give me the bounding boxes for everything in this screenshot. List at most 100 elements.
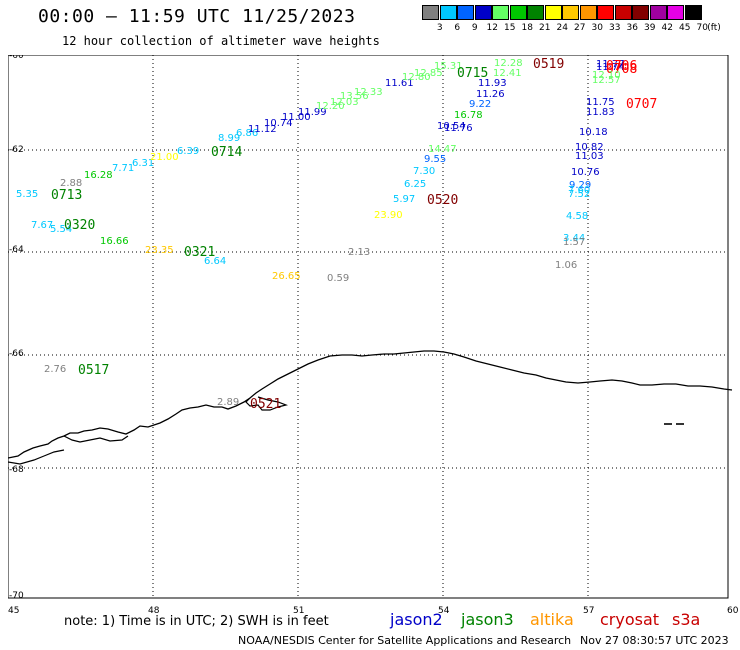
wave-height-value: 11.61 <box>385 78 414 89</box>
generated-timestamp: Nov 27 08:30:57 UTC 2023 <box>580 634 729 647</box>
wave-height-value: 7.52 <box>568 189 590 200</box>
wave-height-value: 0.59 <box>327 273 349 284</box>
wave-height-value: 11.93 <box>478 78 507 89</box>
wave-height-map: -60 -62 -64 -66 -68 -70 45 48 51 54 57 60 2.88 5.35 0… <box>8 55 739 615</box>
satellite-s3a: s3a <box>672 610 701 629</box>
wave-height-value: 10.76 <box>571 167 600 178</box>
latitude-label: -68 <box>9 465 24 475</box>
coastline-bay <box>245 396 289 411</box>
satellite-jason2: jason2 <box>390 610 443 629</box>
wave-height-value: 1.57 <box>563 237 585 248</box>
coastline-segment <box>8 350 733 459</box>
wave-height-value: 16.28 <box>84 170 113 181</box>
legend-label: 27 <box>574 23 586 33</box>
graticule <box>8 55 728 598</box>
wave-height-value: 11.03 <box>575 151 604 162</box>
legend-label: 30 <box>591 23 603 33</box>
legend-label: 33 <box>609 23 621 33</box>
wave-height-value: 7.30 <box>413 166 435 177</box>
latitude-label: -70 <box>9 591 24 601</box>
legend-swatch <box>492 5 509 20</box>
wave-height-value: 21.00 <box>150 152 179 163</box>
legend-swatch <box>632 5 649 20</box>
wave-height-value: 6.39 <box>177 146 199 157</box>
wave-height-value: 2.13 <box>348 247 370 258</box>
legend-label: 18 <box>521 23 533 33</box>
legend-swatch <box>684 5 702 20</box>
legend-label: 3 <box>436 23 443 33</box>
wave-height-value: 11.75 <box>586 97 615 108</box>
wave-height-value: 3.44 <box>563 233 585 244</box>
wave-height-value: 6.86 <box>236 128 258 139</box>
wave-height-value: 12.80 <box>402 72 431 83</box>
longitude-label: 48 <box>148 606 160 615</box>
legend-label: 39 <box>644 23 656 33</box>
satellite-jason3: jason3 <box>461 610 514 629</box>
wave-height-value: 11.74 <box>596 62 625 73</box>
legend-swatch <box>562 5 579 20</box>
wave-height-value: 11.83 <box>586 107 615 118</box>
legend-label: 15 <box>504 23 516 33</box>
latitude-label: -64 <box>9 245 24 255</box>
wave-height-value: 23.90 <box>374 210 403 221</box>
wave-height-value: 11.26 <box>476 89 505 100</box>
wave-height-value: 6.64 <box>204 256 226 267</box>
wave-height-value: 11.77 <box>596 59 625 70</box>
wave-height-value: 10.74 <box>264 118 293 129</box>
credit-line: NOAA/NESDIS Center for Satellite Applica… <box>238 634 572 647</box>
pass-time-label: 0713 <box>51 188 82 203</box>
wave-height-value: 8.99 <box>218 133 240 144</box>
wave-height-value: 11.00 <box>282 112 311 123</box>
wave-height-value: 12.03 <box>330 97 359 108</box>
wave-height-value: 16.78 <box>454 110 483 121</box>
coastline-segment <box>8 449 65 465</box>
wave-height-value: 7.60 <box>568 185 590 196</box>
satellite-cryosat: cryosat <box>600 610 660 629</box>
wave-height-value: 23.35 <box>145 245 174 256</box>
legend-swatch <box>527 5 544 20</box>
axis-labels: -60 -62 -64 -66 -68 -70 45 48 51 54 57 60 <box>8 55 739 615</box>
legend-swatch <box>667 5 684 20</box>
wave-height-value: 5.54 <box>50 224 72 235</box>
wave-height-value: 2.89 <box>217 397 239 408</box>
legend-label: 36 <box>626 23 638 33</box>
wave-height-value: 12.33 <box>354 87 383 98</box>
pass-time-label: 0715 <box>457 66 488 81</box>
wave-height-value: 2.76 <box>44 364 66 375</box>
legend-label: 12 <box>486 23 498 33</box>
wave-height-value: 9.22 <box>469 99 491 110</box>
wave-height-value: 11.76 <box>444 123 473 134</box>
latitude-label: -60 <box>9 55 24 61</box>
latitude-label: -62 <box>9 145 24 155</box>
map-frame <box>8 55 729 599</box>
wave-height-value: 7.71 <box>112 163 134 174</box>
coastline-inlet <box>63 435 129 443</box>
wave-height-value: 9.55 <box>424 154 446 165</box>
legend-swatch <box>422 5 439 20</box>
wave-height-value: 14.47 <box>428 144 457 155</box>
wave-height-value: 15.31 <box>434 61 463 72</box>
pass-time-label: 0714 <box>211 145 242 160</box>
longitude-label: 45 <box>8 606 19 615</box>
wave-height-value: 5.35 <box>16 189 38 200</box>
wave-height-value: 6.25 <box>404 179 426 190</box>
pass-time-label: 0321 <box>184 245 215 260</box>
pass-time-label: 0520 <box>427 193 458 208</box>
pass-time-label: 0707 <box>626 97 657 112</box>
wave-height-value: 5.97 <box>393 194 415 205</box>
wave-height-value: 12.10 <box>592 70 621 81</box>
longitude-label: 57 <box>583 606 594 615</box>
latitude-label: -66 <box>9 349 24 359</box>
legend-swatch <box>614 5 632 20</box>
legend-swatch <box>597 5 614 20</box>
pass-time-label: 0708 <box>606 62 637 77</box>
wave-height-value: 10.18 <box>579 127 608 138</box>
legend-swatch <box>579 5 597 20</box>
wave-height-value: 26.65 <box>272 271 301 282</box>
legend-label: 45 <box>679 23 691 33</box>
longitude-label: 60 <box>727 606 739 615</box>
legend-label: 70 <box>696 23 708 33</box>
legend-label: 6 <box>454 23 461 33</box>
legend-label: 42 <box>661 23 673 33</box>
map-title: 00:00 – 11:59 UTC 11/25/2023 <box>38 6 356 27</box>
